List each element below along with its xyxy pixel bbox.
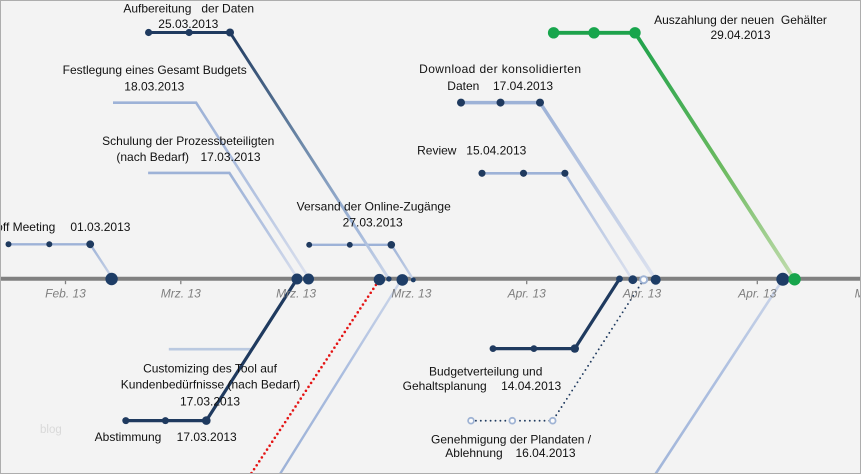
svg-text:Budgetverteilung und: Budgetverteilung und <box>429 364 542 378</box>
svg-text:27.03.2013: 27.03.2013 <box>343 216 403 230</box>
svg-text:blog: blog <box>40 424 62 436</box>
svg-text:Feb. 13: Feb. 13 <box>45 286 86 300</box>
svg-text:25.03.2013: 25.03.2013 <box>158 17 218 31</box>
svg-text:Auszahlung der neuen Gehälter: Auszahlung der neuen Gehälter <box>654 13 827 27</box>
svg-text:17.04.2013: 17.04.2013 <box>493 79 553 93</box>
svg-text:Genehmigung der Plandaten /: Genehmigung der Plandaten / <box>431 432 592 446</box>
svg-text:17.03.2013: 17.03.2013 <box>180 394 240 408</box>
svg-text:Versand der Online-Zugänge: Versand der Online-Zugänge <box>297 200 451 214</box>
svg-text:Daten: Daten <box>447 79 479 93</box>
svg-text:Festlegung eines Gesamt Budget: Festlegung eines Gesamt Budgets <box>63 63 247 77</box>
svg-text:Mrz. 13: Mrz. 13 <box>161 286 201 300</box>
svg-text:Kickoff Meeting: Kickoff Meeting <box>0 220 55 234</box>
svg-text:29.04.2013: 29.04.2013 <box>710 28 770 42</box>
svg-text:Abstimmung: Abstimmung <box>95 430 162 444</box>
svg-text:Review: Review <box>417 143 457 157</box>
svg-text:Mrz. 13: Mrz. 13 <box>276 286 316 300</box>
svg-text:18.03.2013: 18.03.2013 <box>124 79 184 93</box>
svg-text:17.03.2013: 17.03.2013 <box>200 150 260 164</box>
svg-text:Mai 13: Mai 13 <box>855 286 861 300</box>
svg-text:Kundenbedürfnisse (nach Bedarf: Kundenbedürfnisse (nach Bedarf) <box>121 378 300 392</box>
svg-text:Customizing des Tool auf: Customizing des Tool auf <box>143 361 278 375</box>
svg-text:Apr. 13: Apr. 13 <box>507 286 547 300</box>
svg-text:Aufbereitung der Daten: Aufbereitung der Daten <box>123 2 254 16</box>
svg-text:Gehaltsplanung: Gehaltsplanung <box>403 379 487 393</box>
svg-text:Apr. 13: Apr. 13 <box>622 286 662 300</box>
svg-text:Download der konsolidierten: Download der konsolidierten <box>419 62 581 76</box>
svg-text:Apr. 13: Apr. 13 <box>737 286 777 300</box>
svg-text:17.03.2013: 17.03.2013 <box>177 430 237 444</box>
svg-text:15.04.2013: 15.04.2013 <box>466 143 526 157</box>
svg-text:Mrz. 13: Mrz. 13 <box>391 286 431 300</box>
svg-text:01.03.2013: 01.03.2013 <box>70 220 130 234</box>
svg-text:(nach Bedarf): (nach Bedarf) <box>116 150 189 164</box>
svg-text:Ablehnung: Ablehnung <box>445 446 502 460</box>
svg-text:14.04.2013: 14.04.2013 <box>501 379 561 393</box>
svg-text:Schulung der Prozessbeteiligte: Schulung der Prozessbeteiligten <box>102 134 274 148</box>
svg-text:16.04.2013: 16.04.2013 <box>515 446 575 460</box>
